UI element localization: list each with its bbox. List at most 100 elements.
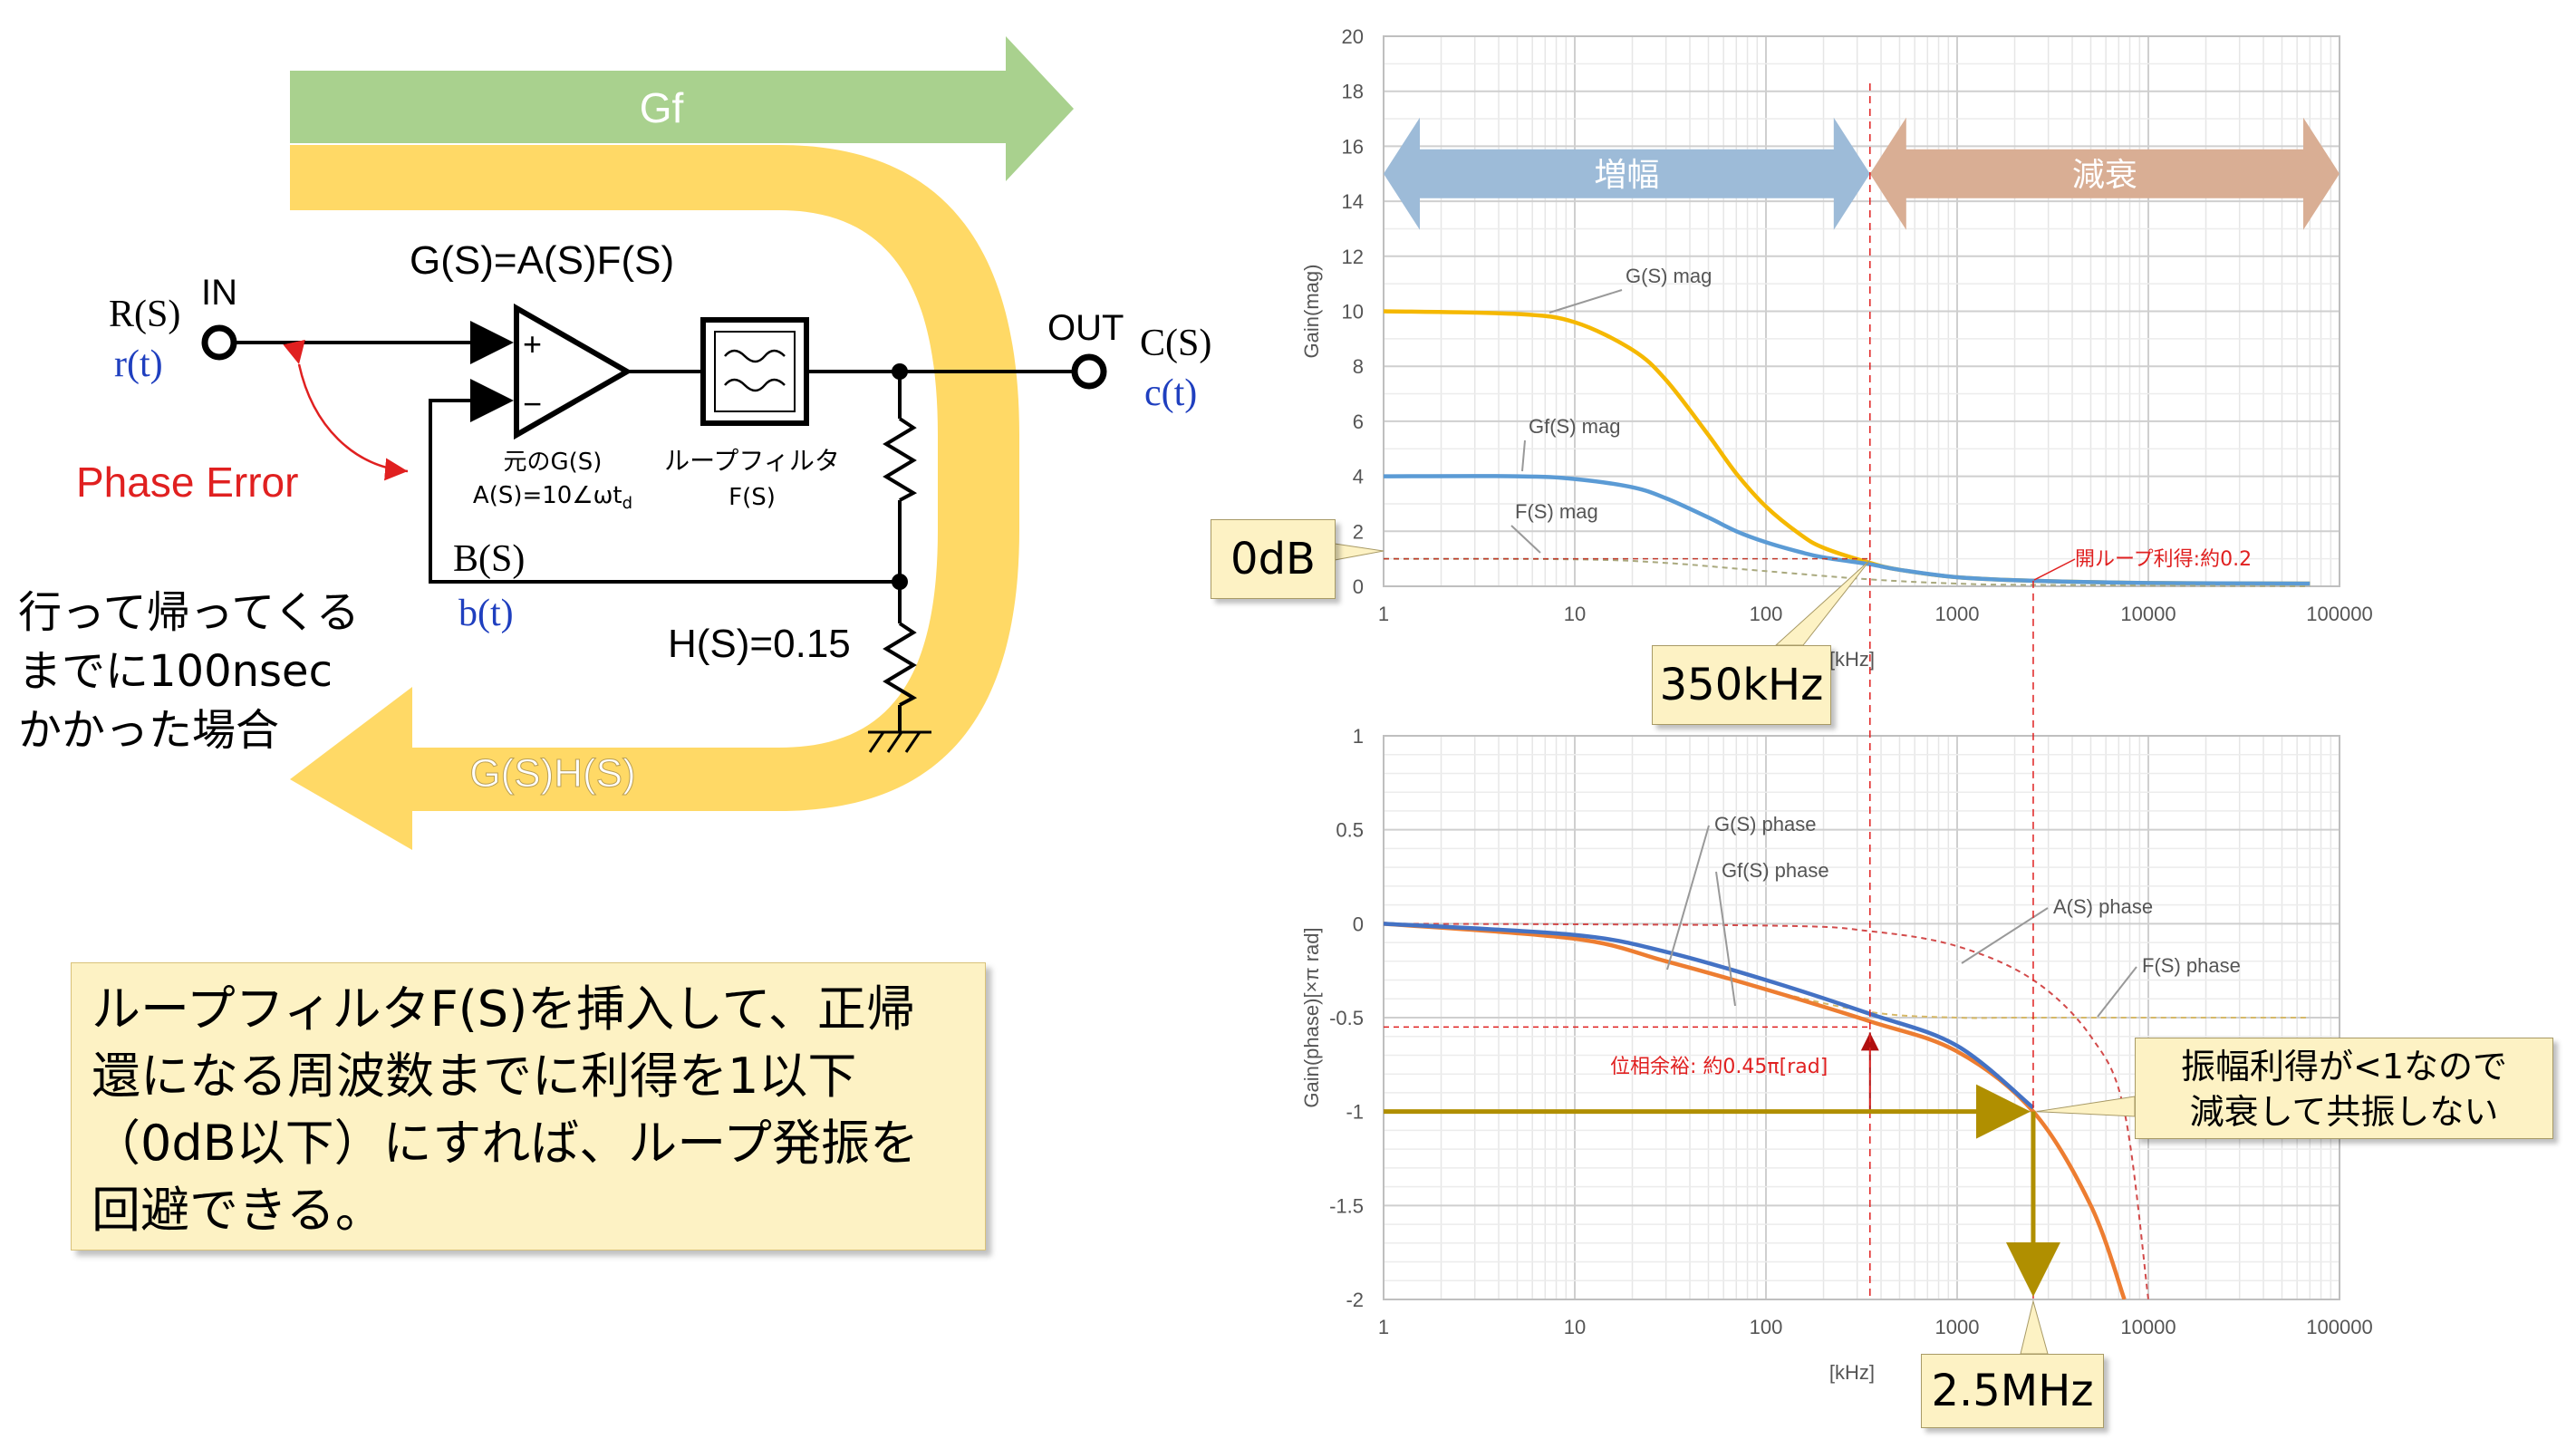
y-tick-label: 10 [1342,301,1364,324]
filter-name: ループフィルタ [664,446,840,476]
y-tick-label: 2 [1353,520,1364,543]
feedback-wire [429,379,900,584]
x-tick-label: 100000 [2306,603,2372,625]
no-oscillation-callout-tail [2036,1096,2136,1117]
series-leader-line [1510,525,1541,554]
explanation-note: ループフィルタF(S)を挿入して、正帰 還になる周波数までに利得を1以下 （0d… [71,962,986,1251]
mhz25-callout: 2.5MHz [1921,1354,2104,1428]
cs-label: C(S) [1140,323,1211,364]
x-tick-label: 1000 [1935,1316,1980,1338]
y-tick-label: 16 [1342,135,1364,158]
x-axis-label: [kHz] [1829,648,1875,671]
amplify-region-label: 増幅 [1594,157,1659,194]
amp-minus: − [523,385,542,422]
x-tick-label: 10000 [2120,603,2176,625]
open-loop-gain-annotation: 開ループ利得:約0.2 [2075,548,2252,571]
amp-name: 元のG(S) [504,449,603,476]
ghs-label: G(S)H(S) [469,751,635,796]
series-leader-line [1548,289,1623,314]
y-tick-label: -1.5 [1329,1194,1364,1217]
series-line-gsphase [1384,922,2127,1299]
phase-chart: 1 0.5 0 -0.5 -1 -1.5 -2 1 10 100 1000 10000 100000 Ga… [1300,725,2373,1384]
y-tick-label: -1 [1346,1101,1364,1124]
rt-label: r(t) [114,343,163,385]
no-oscillation-callout: 振幅利得が<1なので 減衰して共振しない [2135,1038,2553,1139]
series-leader-line [1961,907,2049,964]
resistor-bottom [883,622,918,707]
attenuate-region-label: 減衰 [2072,157,2137,194]
series-label: A(S) phase [2053,895,2153,918]
series-leader-line [1715,871,1736,1007]
resistor-top [883,417,918,502]
out-label: OUT [1047,308,1124,348]
odb-label: 0dB [1230,534,1316,584]
explanation-line-4: 回避できる。 [92,1182,384,1239]
y-axis-label: Gain(phase)[×π rad] [1300,927,1323,1107]
x-tick-label: 1000 [1935,603,1980,625]
y-tick-label: 0 [1353,913,1364,935]
series-leader-line [1666,825,1710,971]
loop-band-arrowhead [290,687,412,850]
odb-callout: 0dB [1211,519,1336,599]
x-tick-label: 100 [1750,603,1783,625]
series-leader-line [2097,966,2137,1018]
bt-label: b(t) [458,593,514,634]
magnitude-chart: 0 2 4 6 8 10 12 14 16 18 20 1 10 100 1000 10000 100000 Ga… [1300,25,2373,671]
rs-label: R(S) [109,294,180,335]
filter-fs: F(S) [728,484,776,511]
y-tick-label: 8 [1353,355,1364,378]
amp-plus: + [523,325,542,362]
bs-label: B(S) [453,538,525,580]
phase-error-label: Phase Error [76,459,298,506]
gs-equation: G(S)=A(S)F(S) [410,238,674,283]
y-tick-label: -0.5 [1329,1007,1364,1029]
delay-note-line-1: 行って帰ってくる [18,587,360,638]
delay-note-line-3: かかった場合 [18,705,279,756]
output-terminal [1071,353,1107,390]
odb-callout-tail [1334,543,1384,561]
y-tick-label: -2 [1346,1289,1364,1311]
y-tick-label: 0 [1353,575,1364,598]
block-diagram: Gf G(S)H(S) G(S)=A(S)F(S) IN R(S) r(t) +… [18,36,1211,850]
y-tick-label: 0.5 [1336,819,1364,842]
delay-note-line-2: までに100nsec [18,646,333,697]
series-leader-line [1521,439,1526,472]
phase-error-arrow [283,339,409,481]
gf-label: Gf [640,84,684,131]
annotation-leader [2033,558,2076,581]
amp-formula: A(S)=10∠ωtd [473,482,632,513]
loop-band [290,145,1019,811]
ground-icon [868,730,931,753]
khz350-label: 350kHz [1659,660,1824,710]
mhz25-label: 2.5MHz [1931,1366,2094,1416]
amplifier [514,303,633,440]
y-tick-label: 1 [1353,725,1364,748]
explanation-line-2: 還になる周波数までに利得を1以下 [92,1048,857,1105]
ct-label: c(t) [1144,372,1197,414]
hs-label: H(S)=0.15 [668,622,851,666]
y-axis-label: Gain(mag) [1300,265,1323,359]
series-line-asphase [1384,922,2149,1299]
x-tick-label: 100 [1750,1316,1783,1338]
series-line-gfsmag [1383,474,2311,586]
y-tick-label: 12 [1342,246,1364,268]
filter-wave-icon [724,349,786,392]
no-oscillation-line-1: 振幅利得が<1なので [2180,1047,2508,1086]
x-tick-label: 1 [1378,603,1389,625]
series-label: F(S) phase [2142,954,2241,977]
series-line-gfsphase [1384,922,2035,1110]
x-tick-label: 100000 [2306,1316,2372,1338]
series-label: F(S) mag [1515,500,1598,523]
x-tick-label: 1 [1378,1316,1389,1338]
y-tick-label: 14 [1342,190,1364,213]
series-label: Gf(S) phase [1722,859,1829,882]
y-tick-label: 18 [1342,81,1364,103]
x-tick-label: 10 [1564,1316,1586,1338]
no-oscillation-line-2: 減衰して共振しない [2189,1092,2499,1132]
x-axis-label: [kHz] [1829,1361,1875,1384]
gf-arrow [290,36,1074,181]
series-label: G(S) phase [1714,813,1817,835]
series-line-gsmag [1383,309,2311,586]
plot-frame [1383,735,2340,1300]
input-terminal [201,324,237,361]
